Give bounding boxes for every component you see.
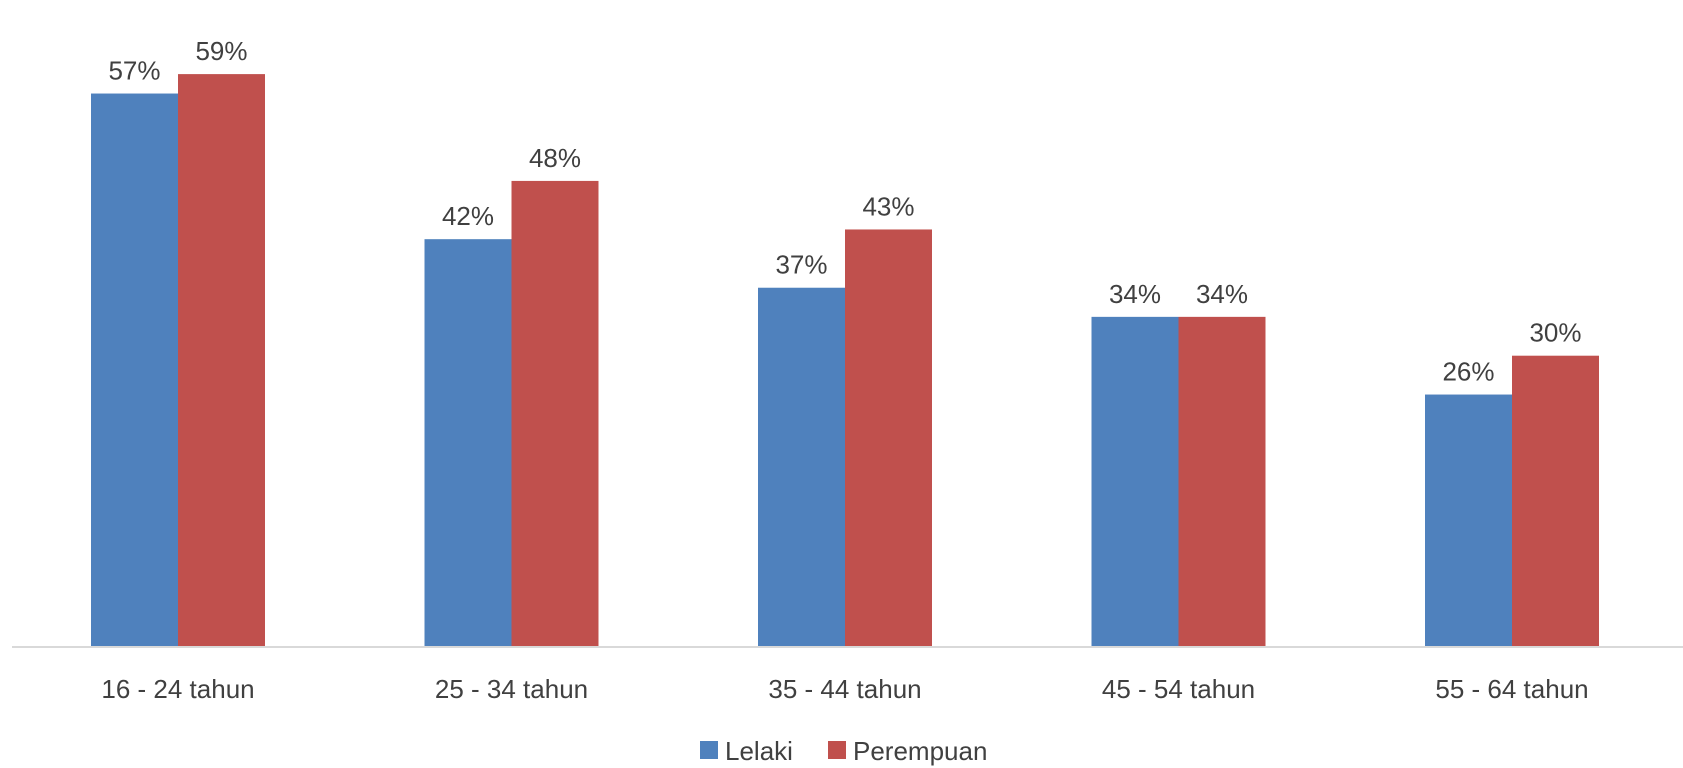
bar-perempuan-2: [845, 229, 932, 647]
bar-perempuan-0: [178, 74, 265, 648]
category-label-4: 55 - 64 tahun: [1435, 674, 1588, 704]
data-label-perempuan-2: 43%: [862, 191, 914, 221]
category-label-2: 35 - 44 tahun: [768, 674, 921, 704]
data-label-perempuan-4: 30%: [1529, 318, 1581, 348]
category-labels-layer: 16 - 24 tahun 25 - 34 tahun 35 - 44 tahun 4…: [101, 674, 1588, 704]
bar-lelaki-4: [1425, 394, 1512, 647]
data-label-lelaki-0: 57%: [108, 56, 160, 86]
legend-swatch-lelaki: [700, 741, 718, 759]
legend-label-perempuan: Perempuan: [853, 736, 987, 766]
bar-perempuan-1: [511, 180, 599, 648]
bar-perempuan-4: [1512, 355, 1599, 647]
data-label-lelaki-2: 37%: [775, 250, 827, 280]
legend-swatch-perempuan: [828, 741, 846, 759]
bar-perempuan-3: [1178, 316, 1266, 647]
data-label-lelaki-4: 26%: [1442, 357, 1494, 387]
bar-lelaki-1: [424, 239, 512, 647]
data-label-perempuan-0: 59%: [195, 36, 247, 66]
value-labels-layer: 57% 59% 42% 48% 37% 43% 34% 34% 26% 30%: [108, 36, 1581, 386]
data-label-lelaki-1: 42%: [442, 201, 494, 231]
legend: Lelaki Perempuan: [700, 736, 987, 766]
data-label-perempuan-3: 34%: [1196, 279, 1248, 309]
category-label-1: 25 - 34 tahun: [435, 674, 588, 704]
legend-label-lelaki: Lelaki: [725, 736, 793, 766]
bar-lelaki-2: [758, 287, 845, 647]
category-label-3: 45 - 54 tahun: [1102, 674, 1255, 704]
bars-layer: [91, 74, 1599, 648]
bar-lelaki-3: [1091, 316, 1179, 647]
data-label-lelaki-3: 34%: [1109, 279, 1161, 309]
bar-lelaki-0: [91, 93, 178, 647]
data-label-perempuan-1: 48%: [529, 143, 581, 173]
category-label-0: 16 - 24 tahun: [101, 674, 254, 704]
